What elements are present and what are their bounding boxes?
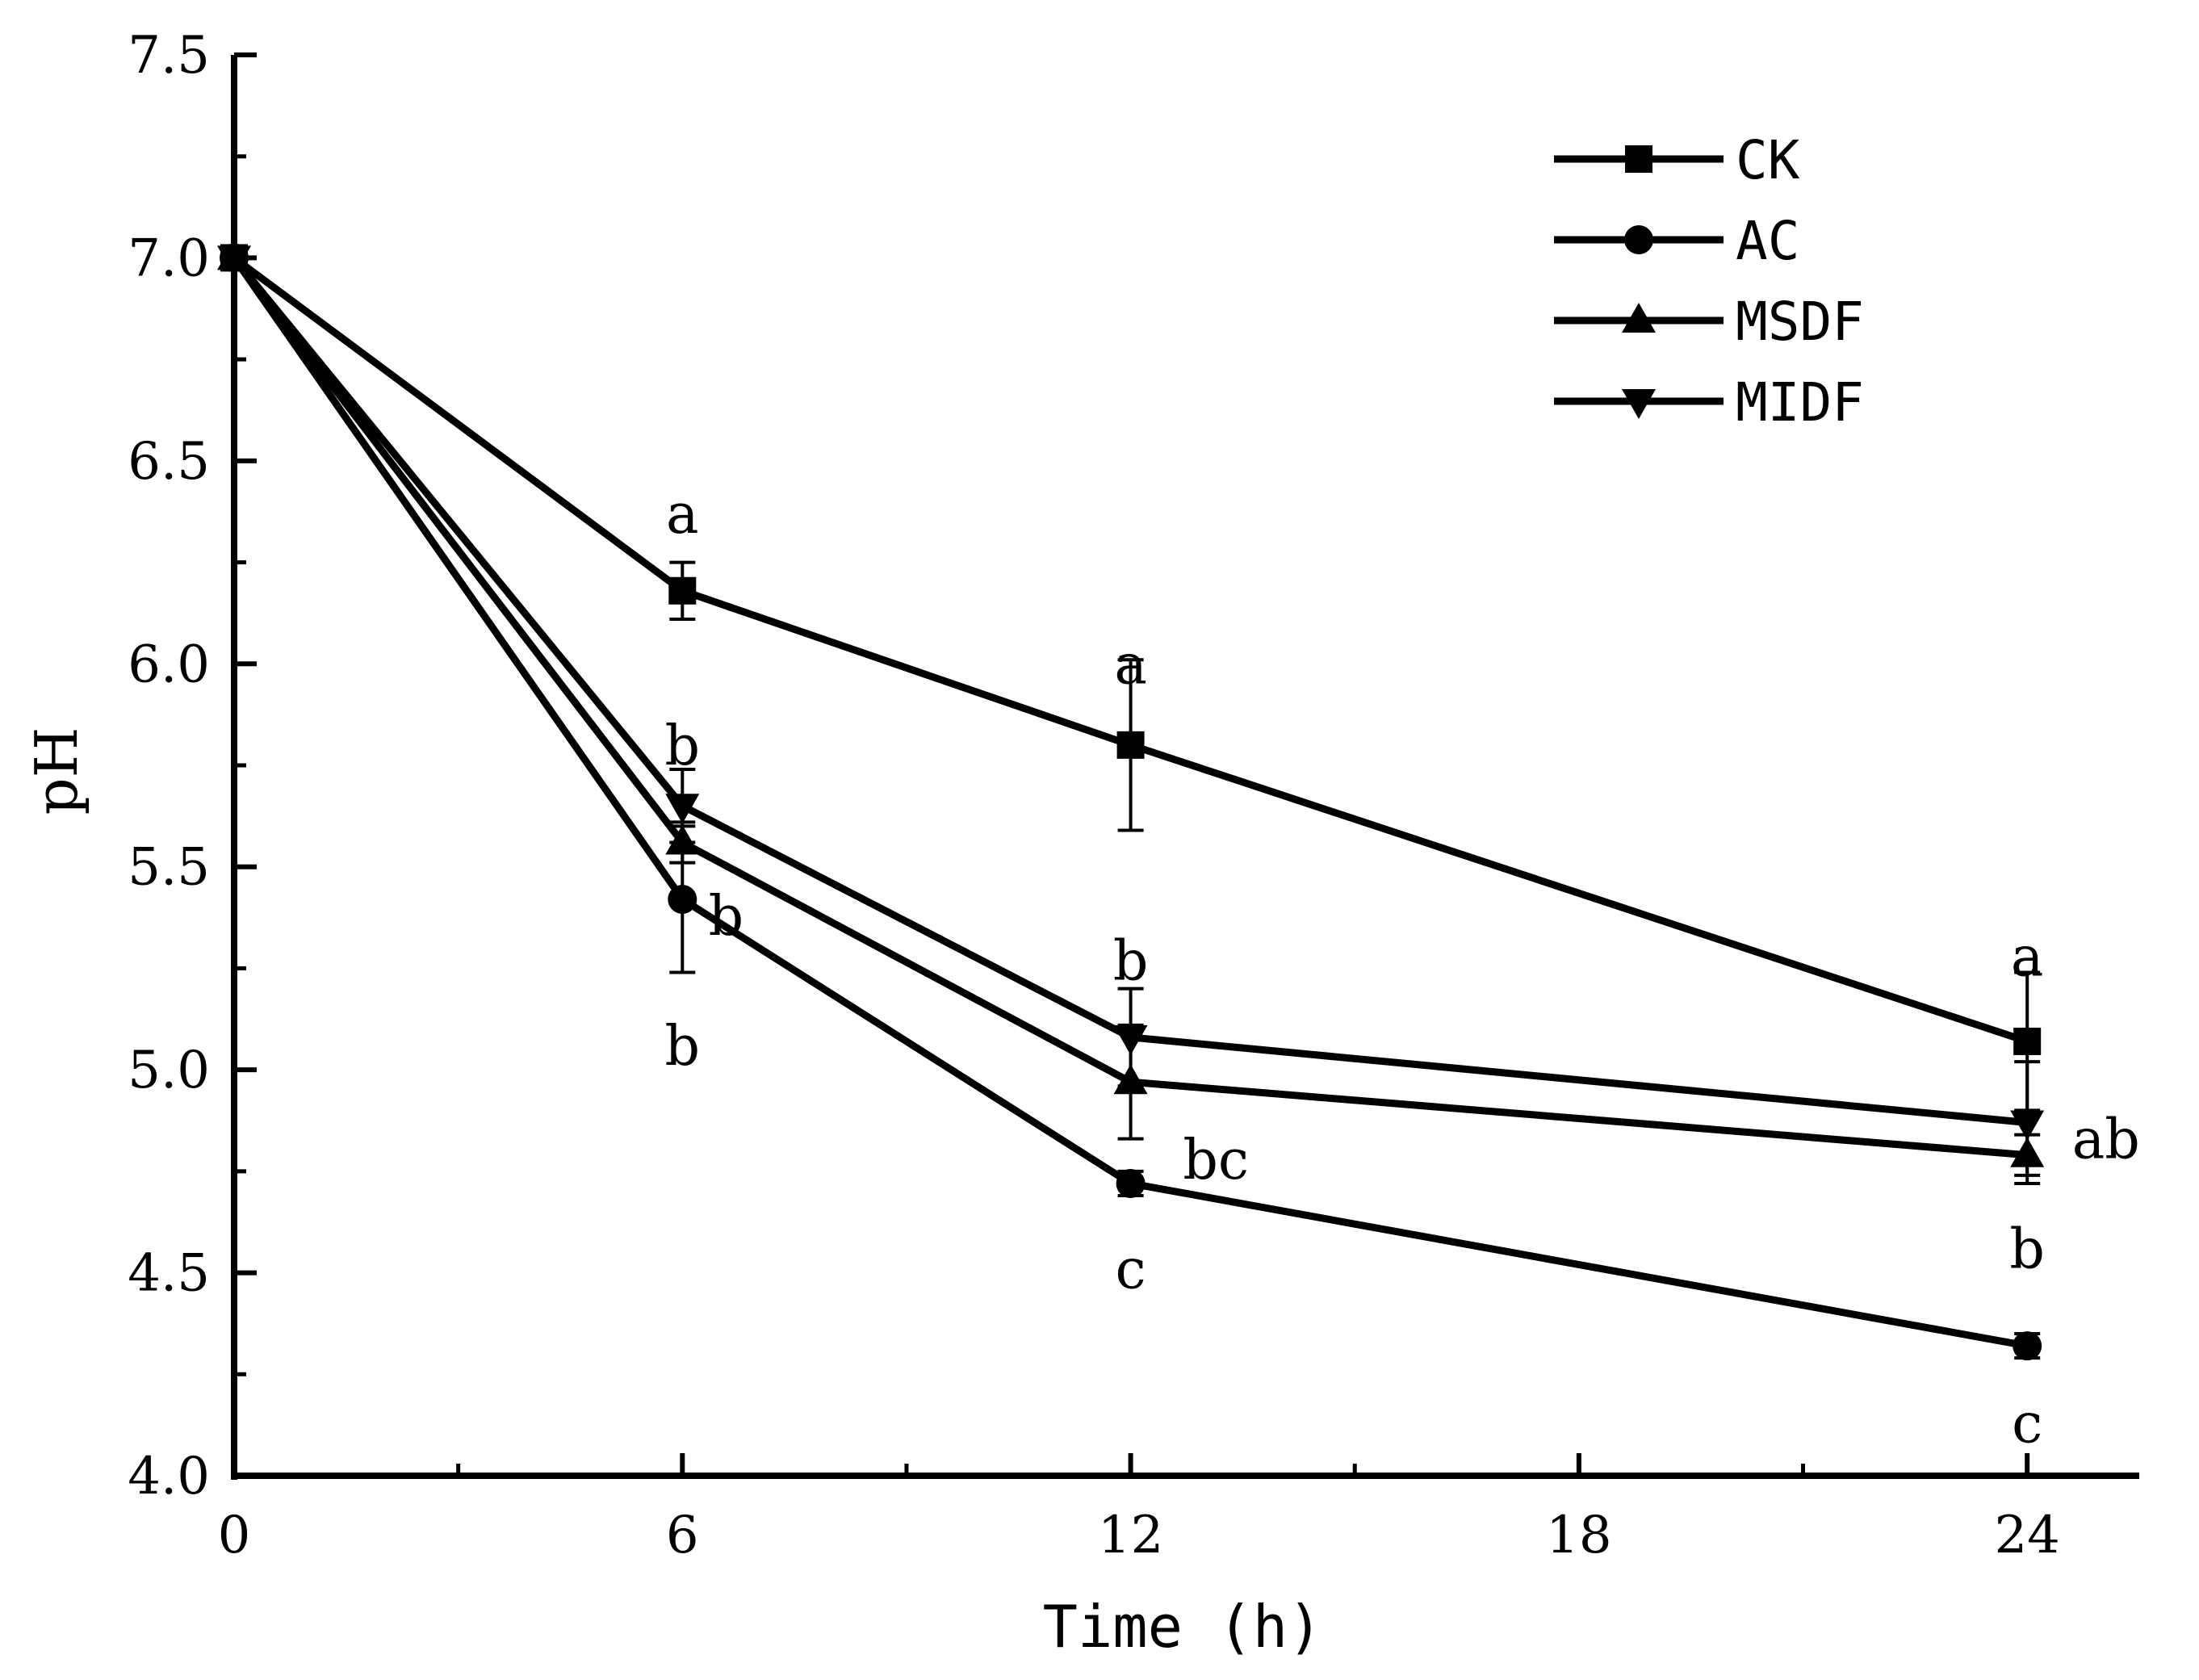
legend-item-ck: CK [1554, 129, 1800, 191]
legend-label-midf: MIDF [1736, 371, 1864, 434]
legend-item-msdf: MSDF [1554, 291, 1864, 353]
data-point-midf [2010, 1110, 2045, 1141]
annotation-label: bc [1183, 1129, 1249, 1192]
annotation-label: ab [2072, 1108, 2140, 1172]
legend: CK AC MSDF MIDF [1554, 129, 1864, 434]
annotation-label: b [709, 885, 744, 949]
axes-layer: 4.0 4.5 5.0 5.5 6.0 6.5 7.0 7.5 0 6 12 18 24 [128, 26, 2139, 1565]
series-layer [217, 240, 2045, 1361]
legend-marker-ck [1625, 145, 1652, 173]
legend-label-ac: AC [1736, 210, 1799, 272]
annotation-label: c [1116, 1238, 1146, 1302]
data-point-ac [1116, 1168, 1146, 1198]
y-tick-label: 7.5 [128, 26, 210, 86]
annotation-label: a [2011, 925, 2044, 989]
x-tick-label: 0 [218, 1506, 251, 1565]
series-line-ac [231, 255, 2028, 1350]
data-point-ac [2013, 1331, 2042, 1361]
annotation-label: c [2012, 1393, 2042, 1456]
annotation-label: a [1114, 633, 1147, 697]
annotation-label: b [665, 1015, 701, 1079]
series-line-msdf [231, 255, 2028, 1159]
x-tick-label: 18 [1546, 1506, 1611, 1565]
legend-marker-ac [1624, 225, 1653, 254]
legend-label-msdf: MSDF [1736, 291, 1864, 353]
y-tick-label: 5.5 [128, 838, 210, 898]
x-axis-title: Time (h) [1043, 1593, 1323, 1661]
y-tick-label: 5.0 [128, 1041, 210, 1100]
annotation-label: b [1113, 929, 1149, 993]
data-point-ac [668, 884, 697, 914]
data-point-ck [668, 576, 697, 605]
data-point-ck [2013, 1027, 2042, 1055]
y-tick-label: 7.0 [128, 228, 210, 288]
x-tick-label: 12 [1098, 1506, 1163, 1565]
legend-marker-msdf [1622, 303, 1656, 333]
series-ck [220, 244, 2042, 1112]
legend-item-ac: AC [1554, 210, 1799, 272]
legend-marker-midf [1622, 389, 1656, 419]
y-axis-title: pH [23, 727, 90, 815]
x-tick-label: 24 [1994, 1506, 2059, 1565]
data-point-ck [1116, 731, 1145, 759]
x-tick-label: 6 [666, 1506, 699, 1565]
legend-label-ck: CK [1736, 129, 1800, 191]
y-tick-label: 6.5 [128, 432, 210, 492]
data-point-midf [665, 794, 700, 824]
annotation-label: b [2009, 1217, 2045, 1281]
annotation-label: b [665, 714, 701, 778]
data-point-midf [1113, 1024, 1148, 1055]
annotation-label: a [666, 483, 699, 547]
series-line-ck [232, 254, 2029, 1045]
legend-item-midf: MIDF [1554, 371, 1864, 434]
series-line-midf [231, 255, 2028, 1126]
y-tick-label: 6.0 [128, 635, 210, 694]
y-tick-label: 4.0 [128, 1447, 210, 1506]
y-tick-label: 4.5 [128, 1244, 210, 1304]
